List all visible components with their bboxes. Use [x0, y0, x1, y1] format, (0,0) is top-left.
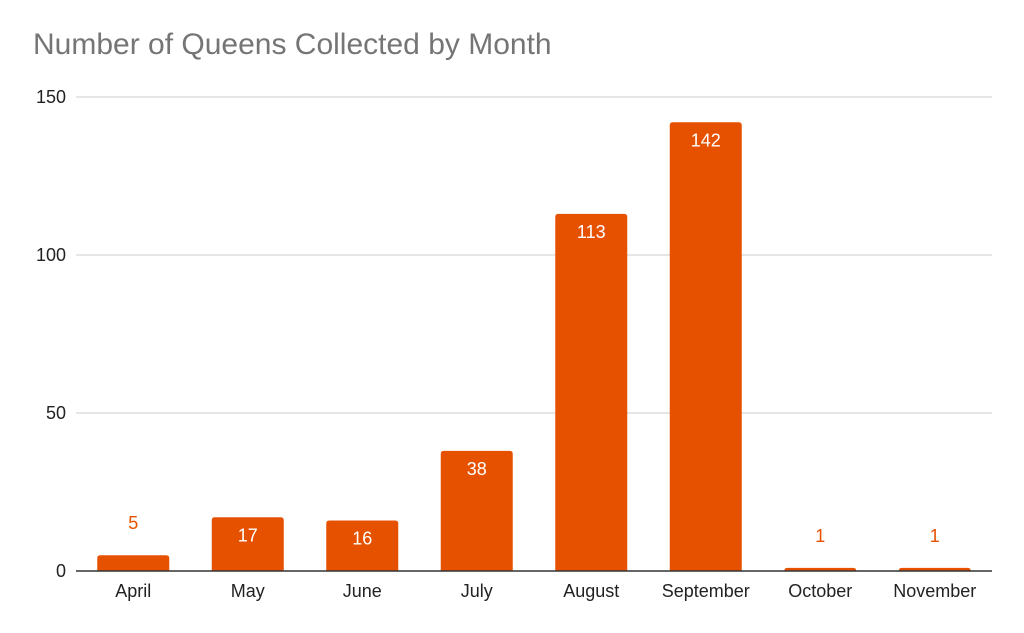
data-labels: 5 17 16 38 113 142 1 1: [128, 130, 940, 548]
data-label-august: 113: [577, 222, 606, 242]
data-label-november: 1: [930, 526, 940, 546]
grid-lines: [76, 96, 992, 414]
x-tick-label-october: October: [788, 581, 852, 601]
bar-november: [898, 567, 971, 571]
x-tick-label-july: July: [461, 581, 493, 601]
x-tick-label-april: April: [115, 581, 151, 601]
x-tick-label-november: November: [893, 581, 976, 601]
data-label-september: 142: [691, 130, 721, 150]
y-tick-label: 100: [36, 245, 66, 265]
x-axis-categories: April May June July August September October No…: [115, 581, 976, 601]
y-tick-label: 150: [36, 87, 66, 107]
bars: [97, 122, 971, 572]
y-axis-ticks: 0 50 100 150: [36, 87, 66, 581]
x-tick-label-september: September: [662, 581, 750, 601]
bar-may: [211, 517, 284, 571]
bar-september: [669, 122, 742, 571]
x-tick-label-june: June: [343, 581, 382, 601]
data-label-june: 16: [352, 528, 372, 548]
x-tick-label-august: August: [563, 581, 619, 601]
chart-title: Number of Queens Collected by Month: [33, 28, 552, 61]
data-label-july: 38: [467, 459, 487, 479]
bar-july: [440, 450, 513, 571]
bar-october: [784, 567, 857, 571]
x-tick-label-may: May: [231, 581, 265, 601]
bar-june: [326, 520, 399, 571]
y-tick-label: 50: [46, 403, 66, 423]
bar-april: [97, 555, 170, 571]
data-label-october: 1: [815, 526, 825, 546]
bar-august: [555, 213, 628, 572]
y-tick-label: 0: [56, 561, 66, 581]
data-label-april: 5: [128, 513, 138, 533]
data-label-may: 17: [238, 525, 258, 545]
